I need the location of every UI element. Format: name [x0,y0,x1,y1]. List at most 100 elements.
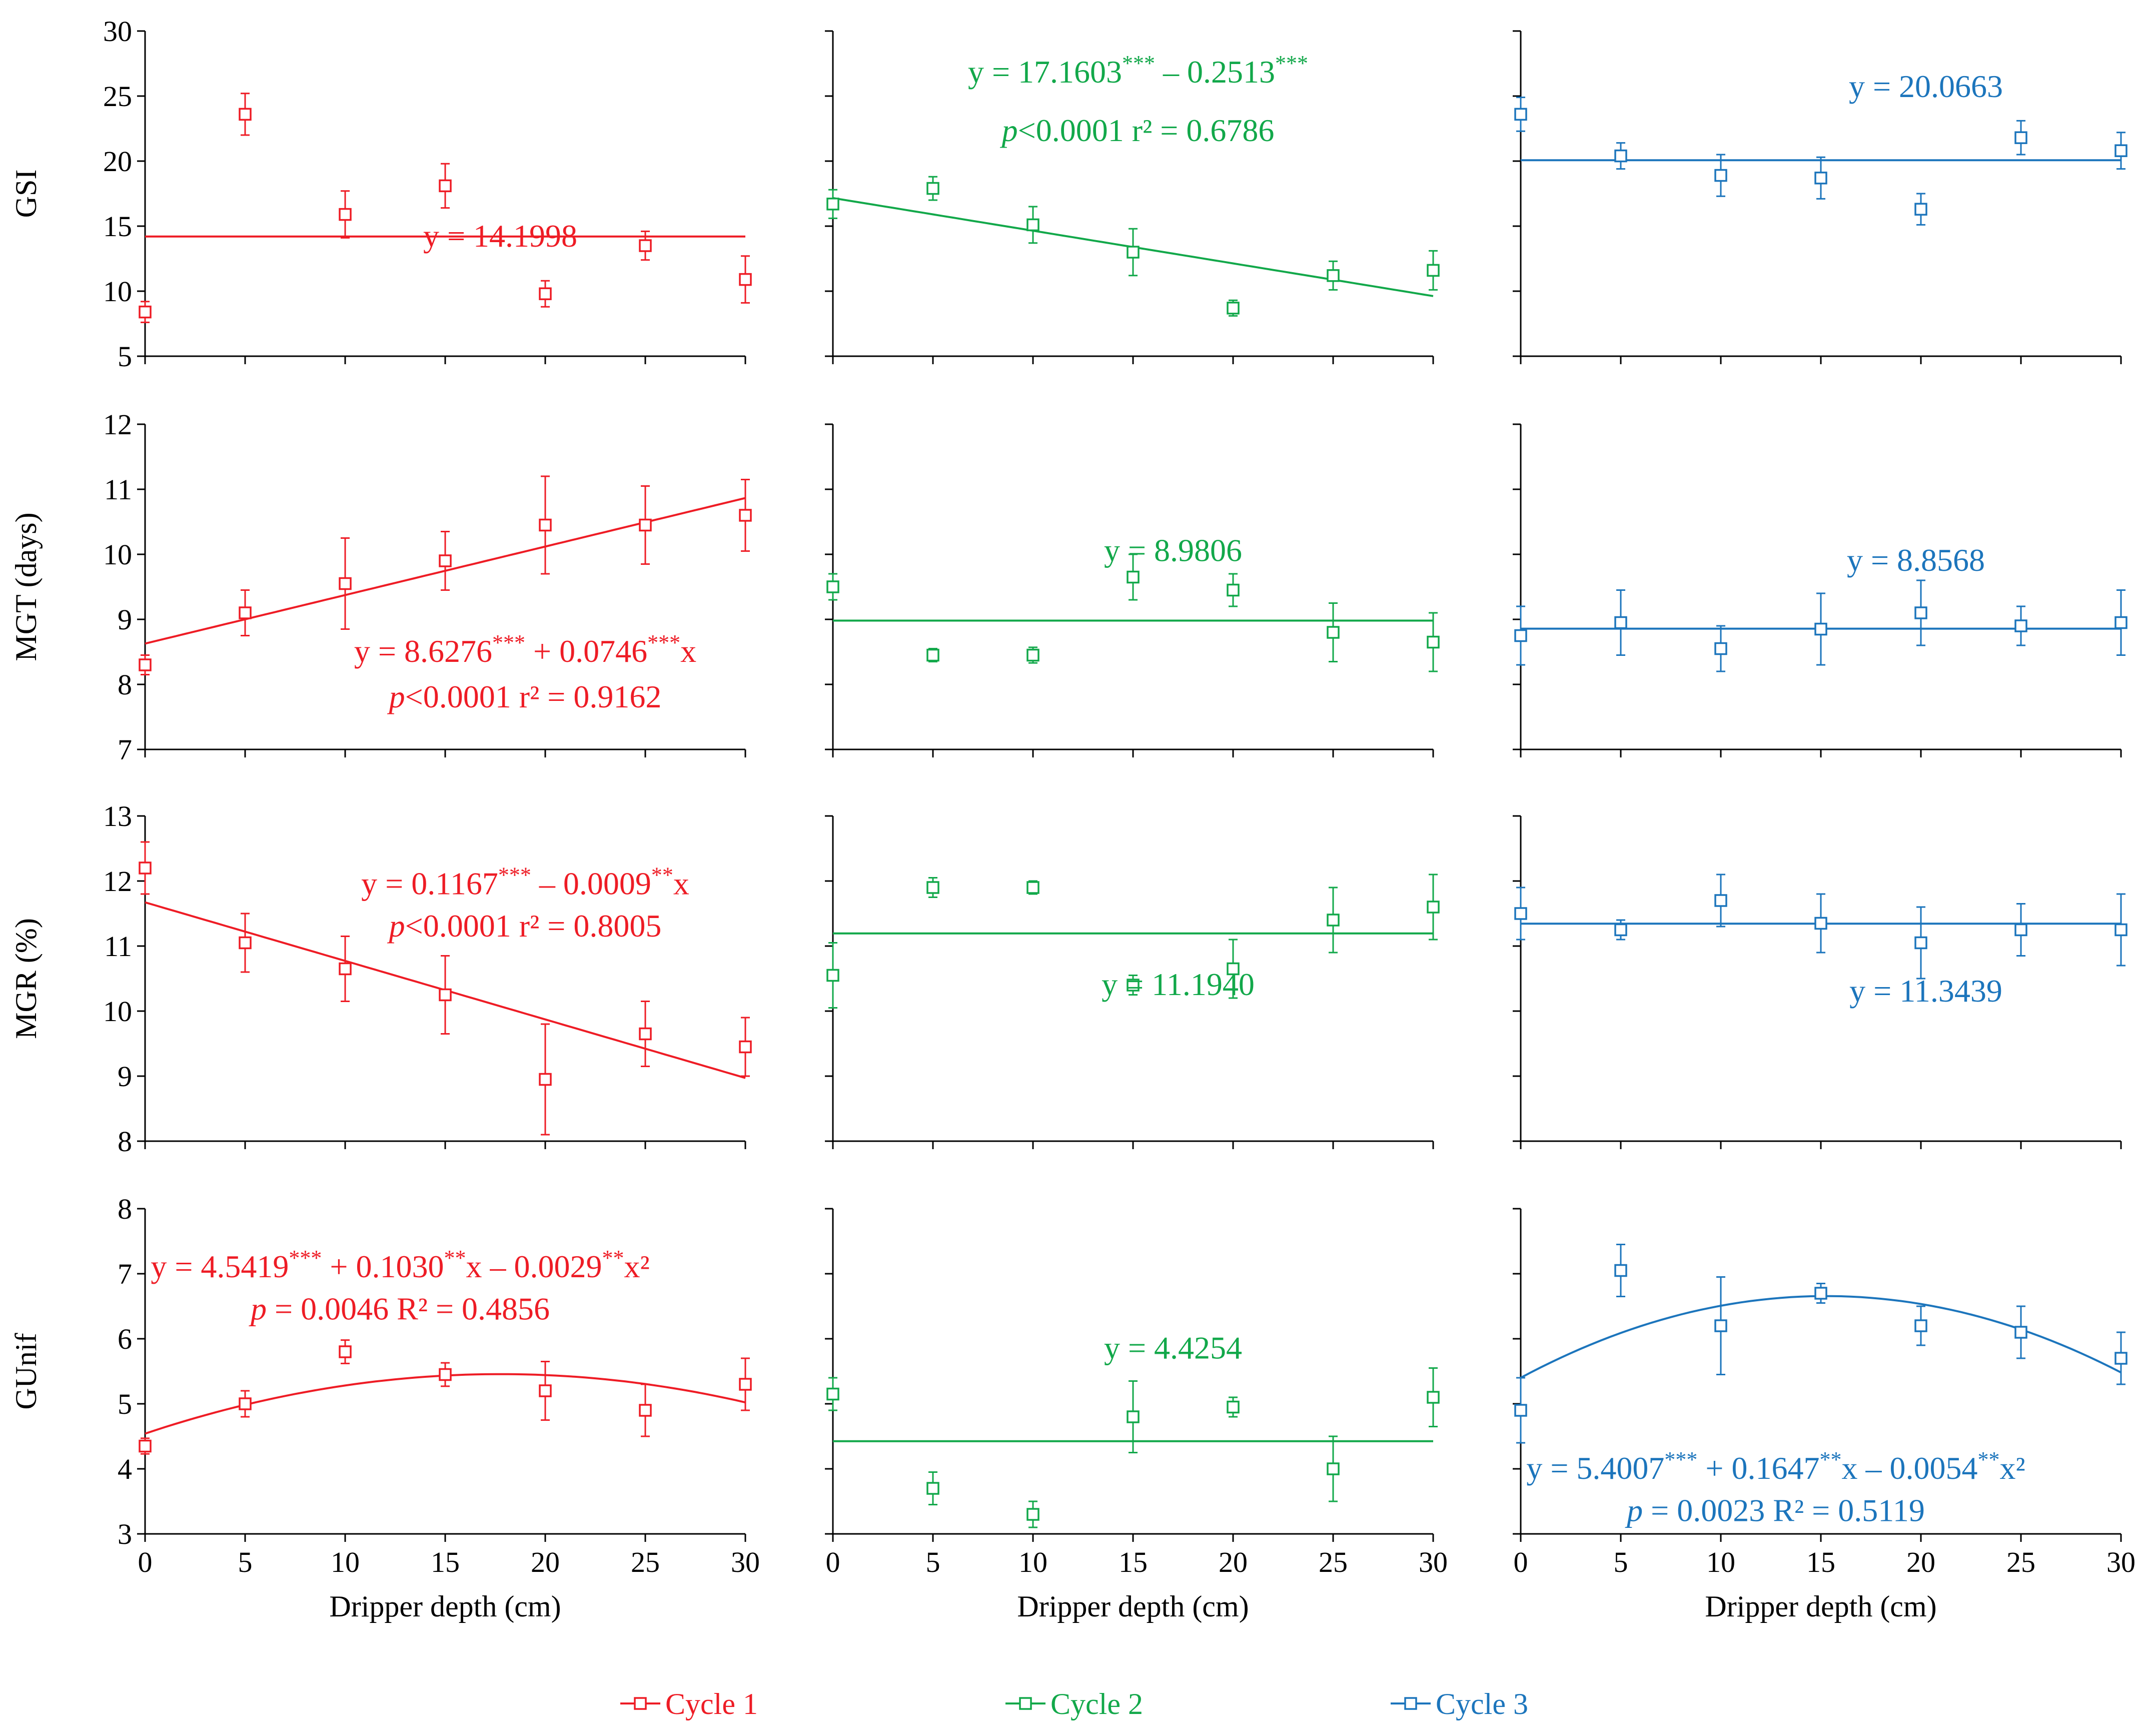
equation-label: p<0.0001 r² = 0.6786 [1000,113,1275,148]
y-tick-label: 25 [103,80,132,113]
data-point [1814,917,1827,930]
data-point [639,239,652,252]
fit-line [1520,1295,2121,1379]
data-point [1614,923,1627,937]
panel-1-2: y = 17.1603*** – 0.2513*** p<0.0001 r² = … [825,30,1440,364]
y-tick-label: 5 [118,1388,132,1420]
equation-label: y = 8.9806 [1104,533,1242,568]
x-axis-title: Dripper depth (cm) [1017,1590,1249,1623]
data-point [1814,1287,1827,1300]
data-point [239,606,252,619]
y-axis-title: GSI [10,170,43,218]
equation-label: y = 11.1940 [1102,967,1255,1002]
data-point [2014,619,2027,632]
panel-2-2: y = 8.9806 [825,423,1440,757]
data-point [1127,570,1140,584]
equation-label: p<0.0001 r² = 0.9162 [387,679,662,714]
panel-4-1: 3 4 5 6 7 8 0 5 10 15 20 25 30 GUnif Dripper depth (cm… [10,1193,760,1623]
equation-label: y = 5.4007*** + 0.1647**x – 0.0054**x² [1526,1447,2025,1486]
x-tick-label: 10 [1018,1546,1047,1578]
data-point [2114,144,2127,157]
y-tick-label: 10 [103,995,132,1028]
equation-label: p = 0.0023 R² = 0.5119 [1625,1493,1925,1528]
data-point [1814,172,1827,185]
x-tick-label: 15 [431,1546,460,1578]
legend-label: Cycle 1 [665,1687,758,1720]
y-tick-label: 12 [103,408,132,441]
panel-3-1: 8 9 10 11 12 13 MGR (%) y = 0.1167*** – 0.0009*… [10,800,752,1158]
y-tick-label: 6 [118,1323,132,1355]
legend-item-cycle-2: Cycle 2 [1005,1687,1143,1720]
data-point [439,1368,452,1381]
data-point [1514,108,1527,121]
equation-label: p<0.0001 r² = 0.8005 [387,908,662,944]
equation-label: y = 20.0663 [1849,69,2003,104]
x-tick-label: 10 [331,1546,360,1578]
x-tick-label: 10 [1706,1546,1735,1578]
data-point [639,518,652,532]
data-point [239,936,252,950]
y-axis-title: MGR (%) [10,918,43,1039]
data-point [1227,962,1240,976]
y-tick-label: 8 [118,1193,132,1225]
data-point [239,1397,252,1410]
data-point [1427,264,1440,277]
data-point [439,179,452,193]
data-point [1026,1508,1039,1521]
data-point [1614,616,1627,629]
data-point [826,580,839,593]
data-point [1814,622,1827,636]
data-point [1514,629,1527,642]
data-point [2014,1326,2027,1339]
y-tick-label: 20 [103,145,132,178]
data-point [1614,149,1627,163]
data-point [2114,923,2127,937]
panel-4-3: 0 5 10 15 20 25 30 Dripper depth (cm) y = 5.4007… [1513,1208,2135,1623]
legend-label: Cycle 2 [1050,1687,1143,1720]
data-point [339,208,352,221]
x-tick-label: 20 [531,1546,560,1578]
data-point [139,305,152,319]
x-tick-label: 0 [138,1546,153,1578]
data-point [2114,616,2127,629]
data-point [926,182,939,195]
equation-label: y = 4.4254 [1104,1330,1242,1366]
legend-marker [1019,1697,1032,1710]
x-tick-label: 15 [1119,1546,1148,1578]
y-tick-label: 9 [118,603,132,636]
x-tick-label: 25 [2006,1546,2035,1578]
y-tick-label: 10 [103,538,132,571]
data-point [1127,979,1140,992]
y-tick-label: 13 [103,800,132,832]
data-point [539,287,552,300]
y-tick-label: 12 [103,865,132,898]
data-point [1714,1319,1727,1332]
legend-item-cycle-1: Cycle 1 [620,1687,758,1720]
y-tick-label: 7 [118,1258,132,1290]
x-tick-label: 5 [1614,1546,1628,1578]
equation-label: y = 0.1167*** – 0.0009**x [361,862,689,902]
panel-3-3: y = 11.3439 [1513,815,2127,1149]
data-point [1714,642,1727,655]
x-tick-label: 20 [1906,1546,1935,1578]
data-point [1026,218,1039,232]
data-point [239,108,252,121]
data-point [1127,246,1140,259]
x-tick-label: 20 [1219,1546,1248,1578]
data-point [1026,881,1039,894]
x-tick-label: 25 [1319,1546,1348,1578]
data-point [1427,901,1440,914]
data-point [1914,936,1927,950]
data-point [1714,894,1727,907]
y-tick-label: 7 [118,733,132,766]
x-tick-label: 15 [1806,1546,1835,1578]
equation-label: y = 17.1603*** – 0.2513*** [968,51,1308,90]
equation-label: y = 11.3439 [1849,973,2002,1009]
data-point [826,1387,839,1401]
y-tick-label: 15 [103,210,132,243]
x-tick-label: 0 [1514,1546,1528,1578]
panel-2-3: y = 8.8568 [1513,423,2127,757]
data-point [1227,302,1240,315]
data-point [2114,1352,2127,1365]
data-point [139,658,152,671]
